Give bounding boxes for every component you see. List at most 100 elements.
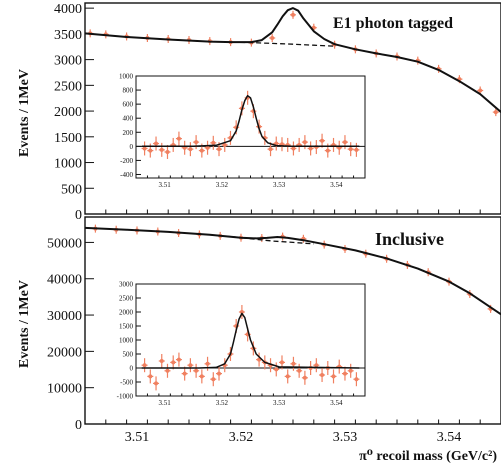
bottom-inset-data-point <box>302 375 307 380</box>
top-inset-data-point <box>222 142 227 147</box>
top-y-tick-label: 1500 <box>54 131 82 146</box>
bottom-inset-data-point <box>165 368 170 373</box>
top-inset-y-tick-label: 600 <box>123 101 134 109</box>
bottom-inset-data-point <box>320 373 325 377</box>
top-y-tick-label: 2000 <box>54 105 82 120</box>
bottom-y-axis-label: Events / 1MeV <box>17 280 32 368</box>
top-inset-data-point <box>205 145 210 150</box>
top-inset-x-tick-label: 3.52 <box>216 181 229 189</box>
top-y-tick-label: 4000 <box>54 2 82 17</box>
top-inset-fit-curve <box>141 94 360 148</box>
bottom-inset-data-point <box>199 374 204 379</box>
bottom-y-tick-label: 40000 <box>47 273 82 288</box>
bottom-panel-title: Inclusive <box>375 229 444 249</box>
bottom-inset-panel: -1000 -500 0 500 1000 1500 2000 2500 3000 3.51 3.5… <box>117 281 366 407</box>
top-inset-y-tick-label: 200 <box>123 129 134 137</box>
x-axis-label: π⁰ recoil mass (GeV/c²) <box>359 449 497 464</box>
bottom-inset-data-point <box>159 359 164 363</box>
top-inset-y-tick-label: 800 <box>123 87 134 95</box>
bottom-inset-x-tick-label: 3.52 <box>216 399 229 407</box>
top-inset-data-point <box>199 148 204 153</box>
top-inset-data-point <box>142 146 147 151</box>
top-inset-plot-frame <box>135 75 366 179</box>
top-inset-data-point <box>291 146 296 151</box>
top-inset-data-point <box>188 147 193 152</box>
bottom-inset-data-point <box>211 377 216 382</box>
bottom-inset-data-point <box>188 363 193 368</box>
bottom-inset-y-tick-label: 2000 <box>119 309 134 317</box>
bottom-inset-data-point <box>348 368 353 373</box>
top-fit-curve <box>84 7 501 113</box>
top-inset-y-tick-label: 1000 <box>119 73 134 81</box>
top-inset-data-point <box>354 147 359 152</box>
bottom-x-tick-label: 3.52 <box>229 430 254 445</box>
top-inset-panel: -400 -200 0 200 400 600 800 1000 3.51 3.52 3.53 3.5… <box>119 73 366 189</box>
bottom-inset-y-tick-label: -500 <box>120 379 133 387</box>
bottom-inset-y-tick-label: 500 <box>123 351 134 359</box>
bottom-fit-curve <box>84 226 501 316</box>
bottom-inset-data-point <box>314 363 319 368</box>
bottom-inset-data-point <box>331 374 336 379</box>
bottom-inset-data-point <box>217 371 222 376</box>
top-inset-x-tick-label: 3.54 <box>330 181 343 189</box>
bottom-inset-data-point <box>182 371 187 376</box>
top-inset-data-point <box>325 148 330 153</box>
bottom-inset-data-point <box>291 361 296 366</box>
top-y-tick-label: 500 <box>61 182 82 197</box>
bottom-inset-data-point <box>297 368 302 373</box>
top-y-tick-label: 2500 <box>54 79 82 94</box>
bottom-inset-data-point <box>279 360 284 365</box>
bottom-y-tick-label: 10000 <box>47 382 82 397</box>
top-y-tick-label: 3000 <box>54 54 82 69</box>
top-data-point <box>478 88 483 93</box>
top-inset-data-point <box>165 149 170 154</box>
bottom-inset-data-point <box>274 367 279 372</box>
bottom-y-tick-label: 50000 <box>47 236 82 251</box>
bottom-y-tick-label: 0 <box>75 418 82 433</box>
bottom-x-tick-label: 3.51 <box>125 430 150 445</box>
bottom-inset-x-tick-label: 3.53 <box>273 399 286 407</box>
bottom-inset-y-tick-label: 2500 <box>119 295 134 303</box>
bottom-background-curve <box>209 234 314 245</box>
top-inset-y-tick-label: -200 <box>120 157 133 165</box>
top-inset-data-point <box>154 141 159 146</box>
bottom-y-tick-label: 30000 <box>47 309 82 324</box>
bottom-inset-data-point <box>205 361 210 366</box>
top-inset-y-tick-label: 0 <box>130 143 134 151</box>
top-inset-data-point <box>159 147 164 152</box>
top-panel-title: E1 photon tagged <box>333 15 453 32</box>
bottom-inset-data-point <box>239 310 244 314</box>
bottom-x-tick-label: 3.54 <box>437 430 462 445</box>
bottom-inset-y-tick-label: 1000 <box>119 337 134 345</box>
bottom-inset-data-point <box>342 371 347 376</box>
bottom-inset-data-point <box>194 368 199 373</box>
bottom-inset-data-point <box>171 360 176 365</box>
bottom-inset-y-tick-label: 3000 <box>119 281 134 289</box>
bottom-y-tick-label: 20000 <box>47 345 82 360</box>
bottom-x-tick-label: 3.53 <box>333 430 358 445</box>
top-y-tick-label: 1000 <box>54 157 82 172</box>
top-inset-data-point <box>268 147 273 152</box>
bottom-inset-y-tick-label: -1000 <box>117 393 134 401</box>
top-inset-data-point <box>320 138 325 143</box>
top-inset-data-point <box>217 147 222 152</box>
top-y-tick-label: 0 <box>75 208 82 223</box>
bottom-inset-data-point <box>354 377 359 382</box>
top-inset-data-point <box>308 146 313 151</box>
top-inset-y-tick-label: -400 <box>120 171 133 179</box>
top-data-point <box>291 12 295 17</box>
top-inset-data-point <box>342 140 347 145</box>
bottom-inset-x-tick-label: 3.51 <box>159 399 172 407</box>
top-data-point <box>270 35 275 40</box>
bottom-inset-data-point <box>176 357 181 362</box>
top-inset-x-tick-label: 3.51 <box>159 181 172 189</box>
top-y-axis-label: Events / 1MeV <box>17 69 32 157</box>
bottom-inset-y-tick-label: 1500 <box>119 323 134 331</box>
bottom-inset-fit-curve <box>141 312 360 369</box>
bottom-inset-data-point <box>154 381 159 386</box>
top-inset-y-tick-label: 400 <box>123 115 134 123</box>
bottom-inset-y-tick-label: 0 <box>130 365 134 373</box>
top-inset-data-point <box>176 136 181 141</box>
top-inset-data-point <box>148 148 153 153</box>
